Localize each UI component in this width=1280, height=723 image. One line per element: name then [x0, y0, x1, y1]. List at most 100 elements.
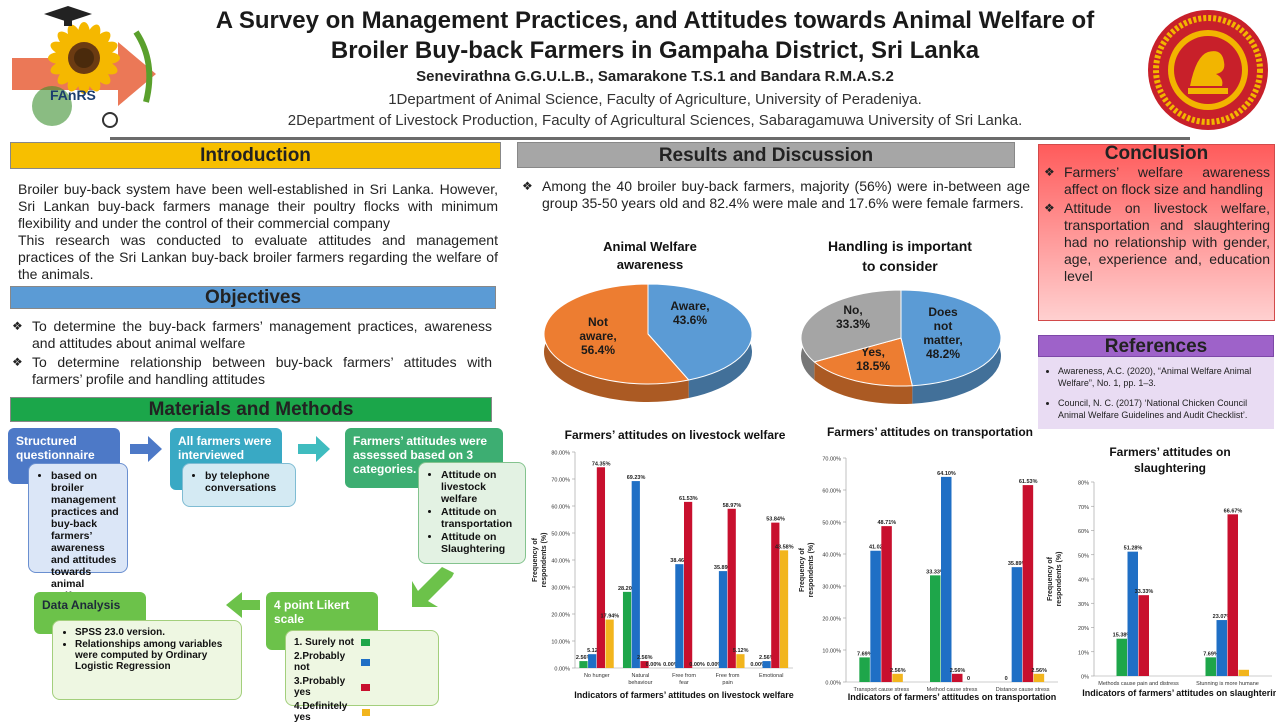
bar-value-label: 33.33% [926, 569, 945, 575]
bar-value-label: 23.07% [1213, 614, 1232, 620]
bar-value-label: 0.00% [707, 662, 723, 668]
bar-value-label: 7.69% [1203, 651, 1219, 657]
x-axis-title: Indicators of farmers’ attitudes on slau… [1082, 688, 1276, 698]
y-tick-label: 40.00% [551, 559, 570, 565]
y-axis-title: Frequency of respondents (%) [799, 543, 815, 598]
x-category-label: Transport cause stress [853, 687, 909, 693]
y-tick-label: 60% [1078, 529, 1089, 535]
bar-value-label: 35.89% [1008, 561, 1027, 567]
bar-value-label: 0.00% [646, 662, 662, 668]
results-heading: Results and Discussion [517, 142, 1015, 168]
bar [579, 661, 588, 668]
pie-slice-label: matter, [923, 333, 962, 347]
bar [1022, 485, 1034, 682]
pie-slice [543, 283, 690, 385]
pie2-title: Handling is important to consider [828, 238, 972, 274]
bar [596, 467, 606, 668]
x-category-label: Emotional [759, 673, 783, 679]
reference-item-1: Awareness, A.C. (2020), “Animal Welfare … [1058, 365, 1266, 389]
bar-value-label: 7.69% [857, 651, 873, 657]
y-tick-label: 30.00% [551, 586, 570, 592]
bar [771, 522, 780, 668]
x-category-label: Distance cause stress [996, 687, 1050, 693]
bar-value-label: 41.02 [869, 545, 883, 551]
bar [675, 564, 684, 668]
x-category-label: pain [722, 680, 732, 686]
x-category-label: Natural [632, 673, 650, 679]
bar [684, 501, 693, 668]
y-tick-label: 80% [1078, 481, 1089, 487]
bar [762, 661, 771, 668]
bar [631, 481, 640, 668]
bar [1238, 669, 1249, 676]
results-summary: Among the 40 broiler buy-back farmers, m… [522, 178, 1030, 212]
bar-value-label: 28.20% [618, 586, 637, 592]
flow-arrow-1 [130, 436, 162, 462]
bar-value-label: 58.97% [723, 503, 742, 509]
x-category-label: behaviour [628, 680, 652, 686]
affiliation-1: 1Department of Animal Science, Faculty o… [388, 91, 922, 108]
bar [736, 654, 745, 668]
pie-slice [800, 289, 902, 363]
objective-item-2: To determine relationship between buy-ba… [12, 354, 492, 388]
bar-value-label: 66.67% [1224, 508, 1243, 514]
pie-slice [647, 283, 753, 381]
bar [640, 661, 649, 668]
conclusion-list: Farmers’ welfare awareness affect on flo… [1044, 164, 1270, 285]
university-seal [1148, 10, 1268, 130]
bar [881, 526, 892, 682]
bar-value-label: 74.35% [592, 461, 611, 467]
y-tick-label: 60.00% [551, 505, 570, 511]
bar [1216, 620, 1227, 676]
bar [870, 550, 881, 682]
pie-slice-label: aware, [579, 329, 616, 343]
y-tick-label: 30% [1078, 602, 1089, 608]
intro-para-2: This research was conducted to evaluate … [18, 232, 498, 282]
y-tick-label: 70% [1078, 505, 1089, 511]
y-tick-label: 10% [1078, 650, 1089, 656]
bar [605, 619, 614, 668]
poster-title: A Survey on Management Practices, and At… [215, 7, 1095, 64]
bar-value-label: 2.56% [637, 655, 653, 661]
step2-detail: by telephone conversations [182, 463, 296, 507]
y-tick-label: 0% [1081, 675, 1089, 681]
bar-value-label: 2.56% [759, 655, 775, 661]
y-tick-label: 50.00% [822, 521, 841, 527]
x-category-label: Methods cause pain and distress [1098, 681, 1179, 687]
bar-value-label: 48.71% [878, 520, 897, 526]
flow-arrow-2 [298, 436, 330, 462]
pie-slice-label: Aware, [670, 299, 709, 313]
x-category-label: Free from [672, 673, 696, 679]
x-category-label: Method cause stress [927, 687, 978, 693]
bar-value-label: 43.58% [775, 544, 794, 550]
bar [952, 673, 963, 682]
bar-chart-slaughtering: 0% 10% 20% 30% 40% 50% 60% 70% 80% 15.38% 51.28% 33… [1047, 481, 1276, 699]
y-tick-label: 50% [1078, 553, 1089, 559]
y-tick-label: 40.00% [822, 553, 841, 559]
flow-arrow-4 [226, 592, 260, 618]
y-tick-label: 70.00% [551, 478, 570, 484]
bar-value-label: 2.56% [576, 655, 592, 661]
x-category-label: Stunning is more humane [1196, 681, 1259, 687]
bar-value-label: 5.12 [587, 648, 598, 654]
bar-value-label: 61.53% [1019, 479, 1038, 485]
introduction-heading: Introduction [10, 142, 501, 169]
bar-value-label: 0 [1005, 676, 1008, 682]
bar-value-label: 0.00% [689, 662, 705, 668]
x-category-label: Free from [716, 673, 740, 679]
pie-slice-label: 48.2% [926, 347, 960, 361]
conclusion-item-1: Farmers’ welfare awareness affect on flo… [1044, 164, 1270, 198]
pie-slice [900, 289, 1002, 387]
bar-value-label: 0.00% [663, 662, 679, 668]
y-tick-label: 40% [1078, 578, 1089, 584]
introduction-text: Broiler buy-back system have been well-e… [18, 181, 498, 283]
x-axis-title: Indicators of farmers’ attitudes on live… [574, 690, 794, 700]
bar-value-label: 17.94% [601, 614, 620, 620]
y-tick-label: 30.00% [822, 585, 841, 591]
bar [1011, 567, 1023, 682]
bar-value-label: 69.23% [627, 475, 646, 481]
y-tick-label: 70.00% [822, 457, 841, 463]
y-tick-label: 60.00% [822, 489, 841, 495]
y-tick-label: 20% [1078, 626, 1089, 632]
